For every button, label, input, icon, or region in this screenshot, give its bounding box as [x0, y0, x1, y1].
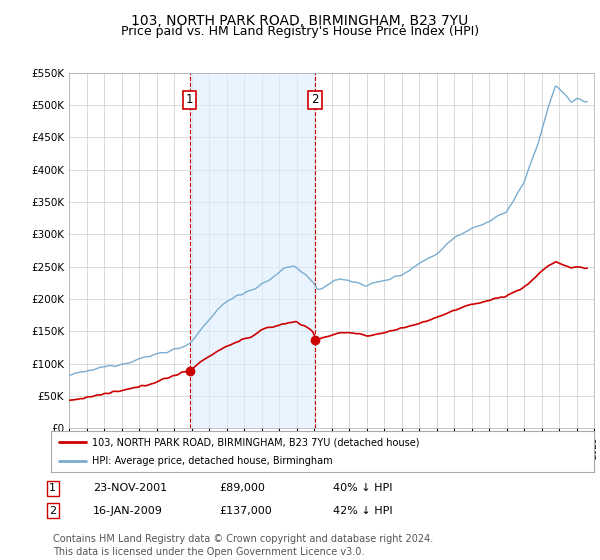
Text: 1: 1 [186, 94, 193, 106]
Text: 103, NORTH PARK ROAD, BIRMINGHAM, B23 7YU (detached house): 103, NORTH PARK ROAD, BIRMINGHAM, B23 7Y… [92, 437, 419, 447]
Bar [190, 73, 315, 428]
Text: 40% ↓ HPI: 40% ↓ HPI [333, 483, 392, 493]
Text: Price paid vs. HM Land Registry's House Price Index (HPI): Price paid vs. HM Land Registry's House … [121, 25, 479, 38]
Text: 2: 2 [49, 506, 56, 516]
Text: 16-JAN-2009: 16-JAN-2009 [93, 506, 163, 516]
Text: 23-NOV-2001: 23-NOV-2001 [93, 483, 167, 493]
Text: 42% ↓ HPI: 42% ↓ HPI [333, 506, 392, 516]
Text: 103, NORTH PARK ROAD, BIRMINGHAM, B23 7YU: 103, NORTH PARK ROAD, BIRMINGHAM, B23 7Y… [131, 14, 469, 28]
Text: HPI: Average price, detached house, Birmingham: HPI: Average price, detached house, Birm… [92, 456, 332, 465]
Text: £89,000: £89,000 [219, 483, 265, 493]
Text: 1: 1 [49, 483, 56, 493]
Text: £137,000: £137,000 [219, 506, 272, 516]
Text: Contains HM Land Registry data © Crown copyright and database right 2024.
This d: Contains HM Land Registry data © Crown c… [53, 534, 433, 557]
Text: 2: 2 [311, 94, 319, 106]
